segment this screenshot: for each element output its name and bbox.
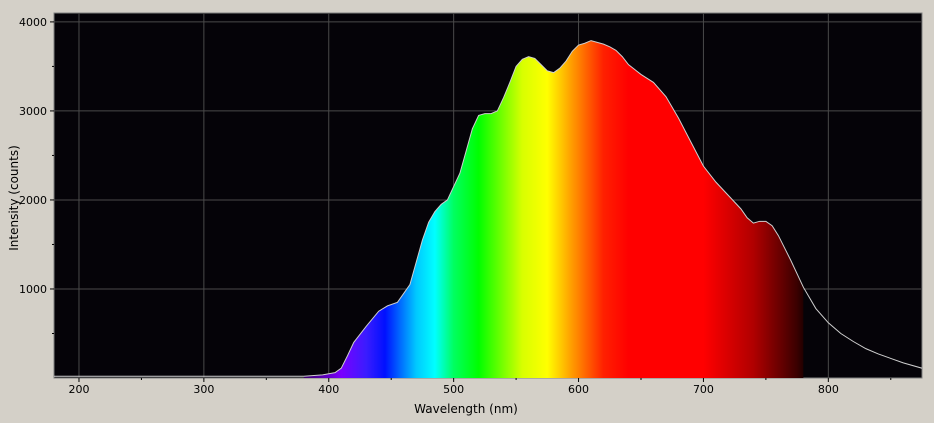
series-layer (54, 40, 922, 377)
x-tick-label: 700 (693, 383, 714, 396)
x-tick-label: 800 (818, 383, 839, 396)
x-tick-label: 600 (568, 383, 589, 396)
series-line (54, 40, 922, 377)
x-tick-label: 300 (193, 383, 214, 396)
y-tick-label: 4000 (19, 16, 47, 29)
y-axis-label: Intensity (counts) (7, 145, 21, 251)
x-axis-label: Wavelength (nm) (414, 402, 518, 416)
x-tick-label: 500 (443, 383, 464, 396)
y-tick-label: 1000 (19, 283, 47, 296)
spectrum-fill-area (303, 40, 804, 378)
y-tick-label: 3000 (19, 105, 47, 118)
x-tick-label: 200 (68, 383, 89, 396)
y-tick-label: 2000 (19, 194, 47, 207)
x-tick-label: 400 (318, 383, 339, 396)
axis-ticks: 200 300 400 500 600 700 800 1000 2000 3000 4000 (19, 16, 892, 396)
